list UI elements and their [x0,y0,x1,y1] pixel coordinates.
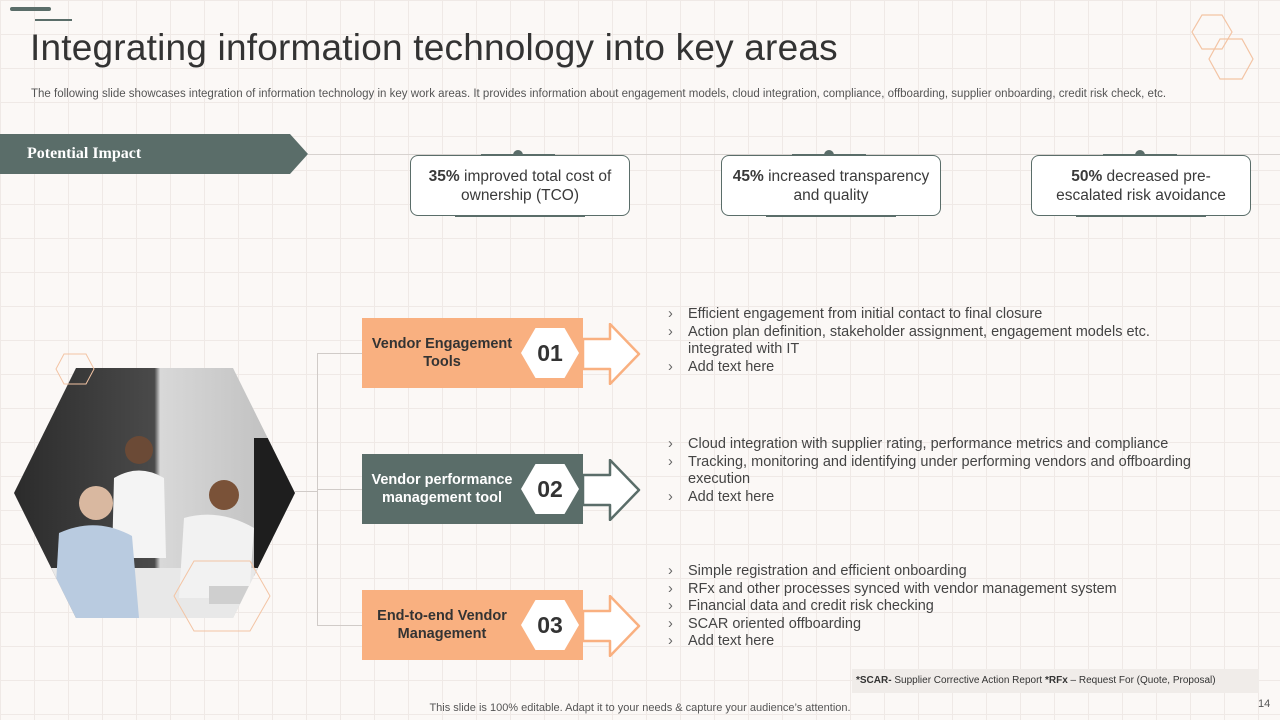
impact-card-risk: 50% decreased pre-escalated risk avoidan… [1031,155,1251,216]
impact-card-tco: 35% improved total cost of ownership (TC… [410,155,630,216]
step-number-badge: 01 [521,328,579,378]
slide-footer: This slide is 100% editable. Adapt it to… [0,702,1280,714]
connector-line [317,625,363,626]
bullet-item: Financial data and credit risk checking [668,598,1198,616]
bullet-item: Add text here [668,633,1198,651]
impact-card-text: increased transparency and quality [763,167,930,204]
potential-impact-banner: Potential Impact [0,134,308,174]
card-accent-line [455,215,585,217]
bullet-item: Simple registration and efficient onboar… [668,563,1198,581]
arrow-right-icon [582,459,641,521]
accent-bar [35,19,72,21]
connector-line [317,353,363,354]
slide-title: Integrating information technology into … [30,27,838,68]
page-number: 14 [1258,698,1271,710]
footnote: *SCAR- Supplier Corrective Action Report… [852,669,1259,693]
bullet-item: Tracking, monitoring and identifying und… [668,454,1198,489]
connector-line [317,489,363,490]
slide-subtitle: The following slide showcases integratio… [31,88,1167,100]
bullet-item: Efficient engagement from initial contac… [668,306,1188,324]
step-label: Vendor performance management tool [371,472,513,506]
arrow-right-icon [582,323,641,385]
impact-card-text: improved total cost of ownership (TCO) [459,167,612,204]
bullet-item: Action plan definition, stakeholder assi… [668,324,1188,359]
card-accent-line [766,215,896,217]
footer-text: This slide is 100% editable. Adapt it to… [429,702,851,714]
step-bullets: Cloud integration with supplier rating, … [668,436,1198,506]
impact-card-highlight: 35% [428,167,460,185]
step-label: End-to-end Vendor Management [377,608,507,642]
bullet-item: Cloud integration with supplier rating, … [668,436,1198,454]
footnote-abbr: *RFx [1044,675,1068,686]
step-number-badge: 02 [521,464,579,514]
impact-card-transparency: 45% increased transparency and quality [721,155,941,216]
step-bullets: Simple registration and efficient onboar… [668,563,1198,651]
card-accent-line [1076,215,1206,217]
step-bullets: Efficient engagement from initial contac… [668,306,1188,376]
footnote-text: – Request For (Quote, Proposal) [1067,675,1216,686]
connector-line [295,491,317,492]
impact-card-text: decreased pre-escalated risk avoidance [1056,167,1226,204]
impact-card-highlight: 50% [1071,167,1103,185]
footnote-abbr: *SCAR- [856,675,892,686]
decorative-hexagon-icon [173,560,271,632]
step-number-badge: 03 [521,600,579,650]
decorative-hexagon-icon [55,353,95,385]
bullet-item: Add text here [668,359,1188,377]
potential-impact-label: Potential Impact [27,145,142,162]
impact-card-highlight: 45% [732,167,764,185]
bullet-item: RFx and other processes synced with vend… [668,581,1198,599]
accent-bar [10,7,51,11]
footnote-text: Supplier Corrective Action Report [891,675,1045,686]
arrow-right-icon [582,595,641,657]
team-photo [14,368,295,618]
bullet-item: Add text here [668,489,1198,507]
decorative-hexagons-icon [1191,14,1254,80]
bullet-item: SCAR oriented offboarding [668,616,1198,634]
step-label: Vendor Engagement Tools [371,336,513,370]
